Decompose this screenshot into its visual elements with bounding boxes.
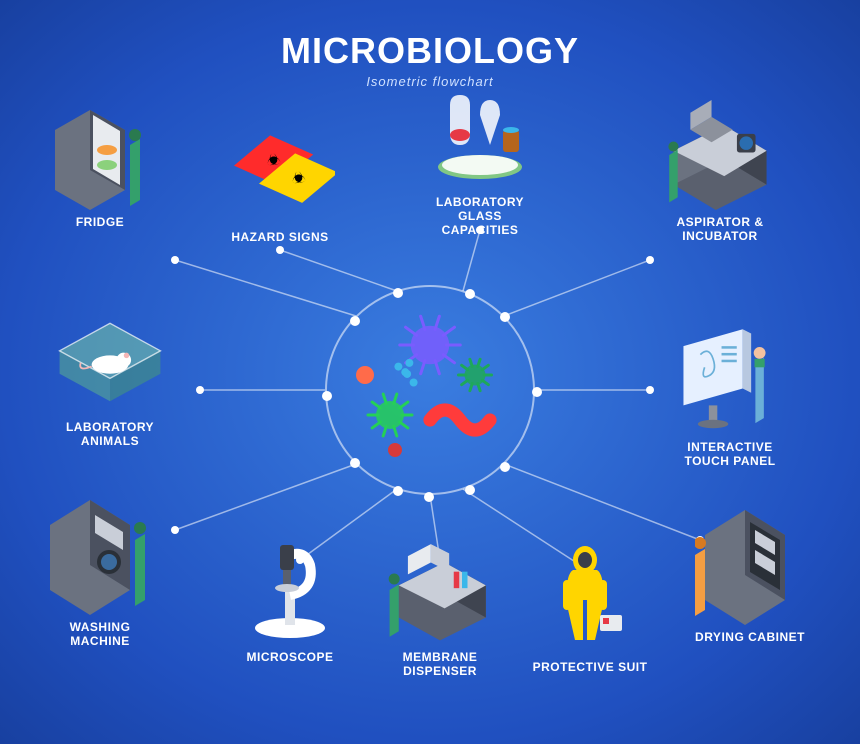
touchpanel-icon (675, 325, 785, 435)
node-microscope: MICROSCOPE (225, 535, 355, 665)
glass-label: LABORATORY GLASS CAPACITIES (436, 196, 524, 237)
touchpanel-label: INTERACTIVE TOUCH PANEL (684, 441, 775, 469)
glass-icon (425, 80, 535, 190)
node-aspirator: ASPIRATOR & INCUBATOR (655, 100, 785, 244)
node-animals: LABORATORY ANIMALS (45, 305, 175, 449)
fridge-icon (45, 100, 155, 210)
node-hazard: HAZARD SIGNS (215, 115, 345, 245)
hazard-label: HAZARD SIGNS (231, 231, 328, 245)
node-membrane: MEMBRANE DISPENSER (375, 535, 505, 679)
hazard-icon (225, 115, 335, 225)
washing-icon (45, 505, 155, 615)
suit-icon (535, 545, 645, 655)
node-washing: WASHING MACHINE (35, 505, 165, 649)
animals-label: LABORATORY ANIMALS (45, 421, 175, 449)
microscope-icon (235, 535, 345, 645)
page-title: MICROBIOLOGY (281, 30, 579, 72)
animals-icon (55, 305, 165, 415)
fridge-label: FRIDGE (76, 216, 124, 230)
membrane-label: MEMBRANE DISPENSER (403, 651, 478, 679)
node-glass: LABORATORY GLASS CAPACITIES (415, 80, 545, 237)
membrane-icon (385, 535, 495, 645)
microscope-label: MICROSCOPE (246, 651, 333, 665)
node-fridge: FRIDGE (35, 100, 165, 230)
drying-icon (695, 515, 805, 625)
node-touchpanel: INTERACTIVE TOUCH PANEL (665, 325, 795, 469)
aspirator-label: ASPIRATOR & INCUBATOR (655, 216, 785, 244)
aspirator-icon (665, 100, 775, 210)
drying-label: DRYING CABINET (695, 631, 805, 645)
node-suit: PROTECTIVE SUIT (525, 545, 655, 675)
node-drying: DRYING CABINET (685, 515, 815, 645)
washing-label: WASHING MACHINE (70, 621, 131, 649)
microbes-cluster (340, 300, 520, 480)
suit-label: PROTECTIVE SUIT (533, 661, 648, 675)
